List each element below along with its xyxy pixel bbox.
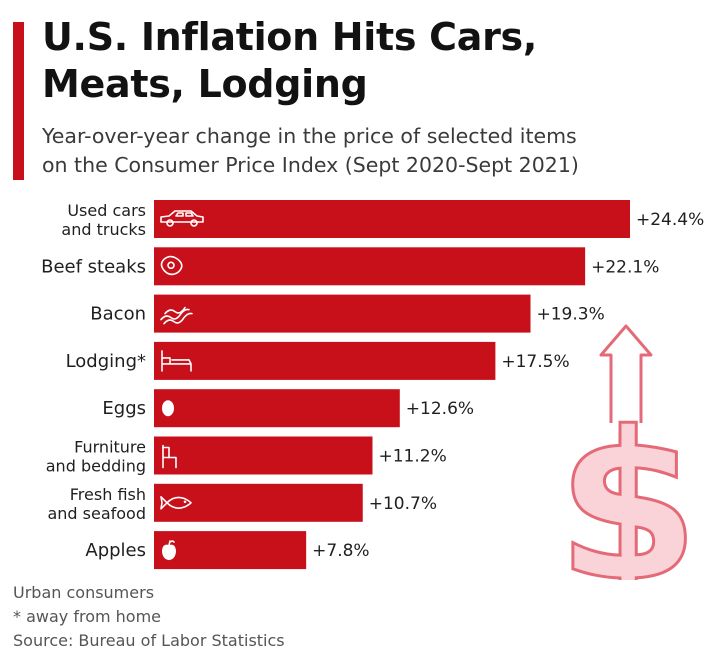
category-label-line: and trucks bbox=[61, 220, 146, 239]
bar bbox=[154, 531, 307, 570]
category-label: Used cars and trucks bbox=[61, 201, 146, 239]
dollar-sign-icon: $ bbox=[557, 389, 700, 580]
category-label-line: and seafood bbox=[47, 504, 146, 523]
apple-icon bbox=[162, 540, 176, 561]
value-label: +11.2% bbox=[378, 447, 446, 467]
category-label-line: Furniture bbox=[74, 438, 146, 457]
bar bbox=[154, 483, 363, 522]
bar bbox=[154, 436, 373, 475]
subtitle-line-1: Year-over-year change in the price of se… bbox=[42, 124, 577, 148]
chair-icon bbox=[162, 444, 177, 469]
bar bbox=[154, 341, 496, 380]
title-line-1: U.S. Inflation Hits Cars, bbox=[42, 15, 537, 59]
category-label: Lodging* bbox=[66, 351, 146, 372]
value-label: +17.5% bbox=[501, 352, 569, 372]
bar-row: Bacon +19.3% bbox=[90, 294, 605, 333]
source-note: Source: Bureau of Labor Statistics bbox=[13, 631, 285, 650]
title-line-2: Meats, Lodging bbox=[42, 62, 368, 106]
bar-row: Used cars and trucks +24.4% bbox=[61, 200, 704, 239]
subtitle-line-2: on the Consumer Price Index (Sept 2020-S… bbox=[42, 153, 579, 177]
accent-bar bbox=[13, 22, 24, 180]
bar-row: Furniture and bedding +11.2% bbox=[46, 436, 447, 476]
steak-icon bbox=[160, 255, 183, 276]
value-label: +10.7% bbox=[369, 494, 437, 514]
bacon-icon bbox=[160, 306, 193, 325]
subtitle: Year-over-year change in the price of se… bbox=[42, 122, 712, 180]
dollar-arrow-icon: $ bbox=[555, 324, 701, 580]
bar bbox=[154, 389, 400, 428]
bed-icon bbox=[161, 350, 192, 372]
value-label: +22.1% bbox=[591, 257, 659, 277]
car-icon bbox=[160, 210, 204, 227]
footnotes: Urban consumers * away from home Source:… bbox=[13, 581, 513, 653]
bar-row: Fresh fish and seafood +10.7% bbox=[47, 483, 437, 523]
category-label-line: and bedding bbox=[46, 457, 146, 476]
category-label: Eggs bbox=[102, 398, 146, 419]
category-label-line: Fresh fish bbox=[70, 485, 146, 504]
bar bbox=[154, 247, 586, 286]
page-title: U.S. Inflation Hits Cars, Meats, Lodging bbox=[42, 14, 682, 108]
value-label: +12.6% bbox=[406, 399, 474, 419]
category-label: Apples bbox=[85, 540, 146, 561]
value-label: +24.4% bbox=[636, 210, 704, 230]
category-label: Fresh fish and seafood bbox=[47, 485, 146, 523]
fish-icon bbox=[160, 495, 192, 510]
footnote-urban: Urban consumers bbox=[13, 583, 155, 602]
up-arrow-icon bbox=[599, 324, 653, 423]
bar-row: Lodging* +17.5% bbox=[66, 341, 570, 380]
bar bbox=[154, 200, 630, 238]
category-label: Bacon bbox=[90, 304, 146, 325]
category-label-line: Used cars bbox=[67, 201, 146, 220]
bar-chart: $ Used cars and trucks +24.4% Beef steaks +2… bbox=[41, 200, 704, 580]
egg-icon bbox=[162, 400, 174, 417]
bar bbox=[154, 294, 531, 333]
bar-row: Apples +7.8% bbox=[85, 531, 370, 570]
footnote-asterisk: * away from home bbox=[13, 607, 162, 626]
bar-row: Beef steaks +22.1% bbox=[41, 247, 659, 286]
value-label: +7.8% bbox=[312, 541, 369, 561]
category-label: Furniture and bedding bbox=[46, 438, 146, 476]
value-label: +19.3% bbox=[537, 305, 605, 325]
category-label: Beef steaks bbox=[41, 256, 146, 277]
bar-row: Eggs +12.6% bbox=[102, 389, 474, 428]
